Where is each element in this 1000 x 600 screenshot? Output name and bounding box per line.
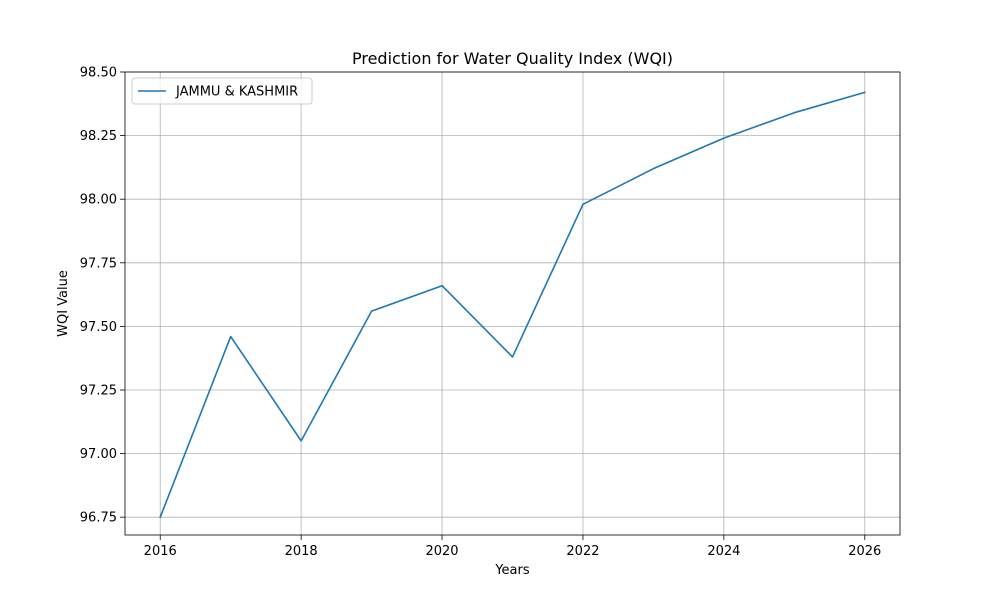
legend-box — [131, 77, 313, 105]
y-tick-label: 98.50 — [80, 66, 117, 81]
y-tick-label: 97.50 — [80, 320, 117, 335]
y-tick-label: 97.75 — [80, 256, 117, 271]
x-tick-label: 2022 — [566, 544, 599, 559]
y-tick-label: 98.25 — [80, 129, 117, 144]
y-tick-label: 97.25 — [80, 383, 117, 398]
y-axis-label: WQI Value — [56, 270, 71, 337]
x-tick-label: 2020 — [425, 544, 458, 559]
x-axis-label: Years — [494, 563, 530, 578]
legend: JAMMU & KASHMIR — [131, 77, 313, 105]
x-tick-label: 2024 — [707, 544, 740, 559]
legend-label: JAMMU & KASHMIR — [175, 85, 298, 100]
x-tick-label: 2016 — [144, 544, 177, 559]
y-tick-label: 97.00 — [80, 447, 117, 462]
plot-frame — [124, 71, 901, 536]
y-tick-label: 96.75 — [80, 511, 117, 526]
grid-layer — [125, 71, 900, 535]
y-tick-label: 98.00 — [80, 193, 117, 208]
chart-title: Prediction for Water Quality Index (WQI) — [352, 49, 673, 68]
tick-layer: 2016 2018 2020 2022 2024 2026 96.75 97.00 97.25 9… — [80, 66, 882, 560]
x-tick-label: 2018 — [285, 544, 318, 559]
series-layer — [159, 91, 866, 519]
x-tick-label: 2026 — [848, 544, 881, 559]
series-line-0 — [159, 91, 866, 519]
